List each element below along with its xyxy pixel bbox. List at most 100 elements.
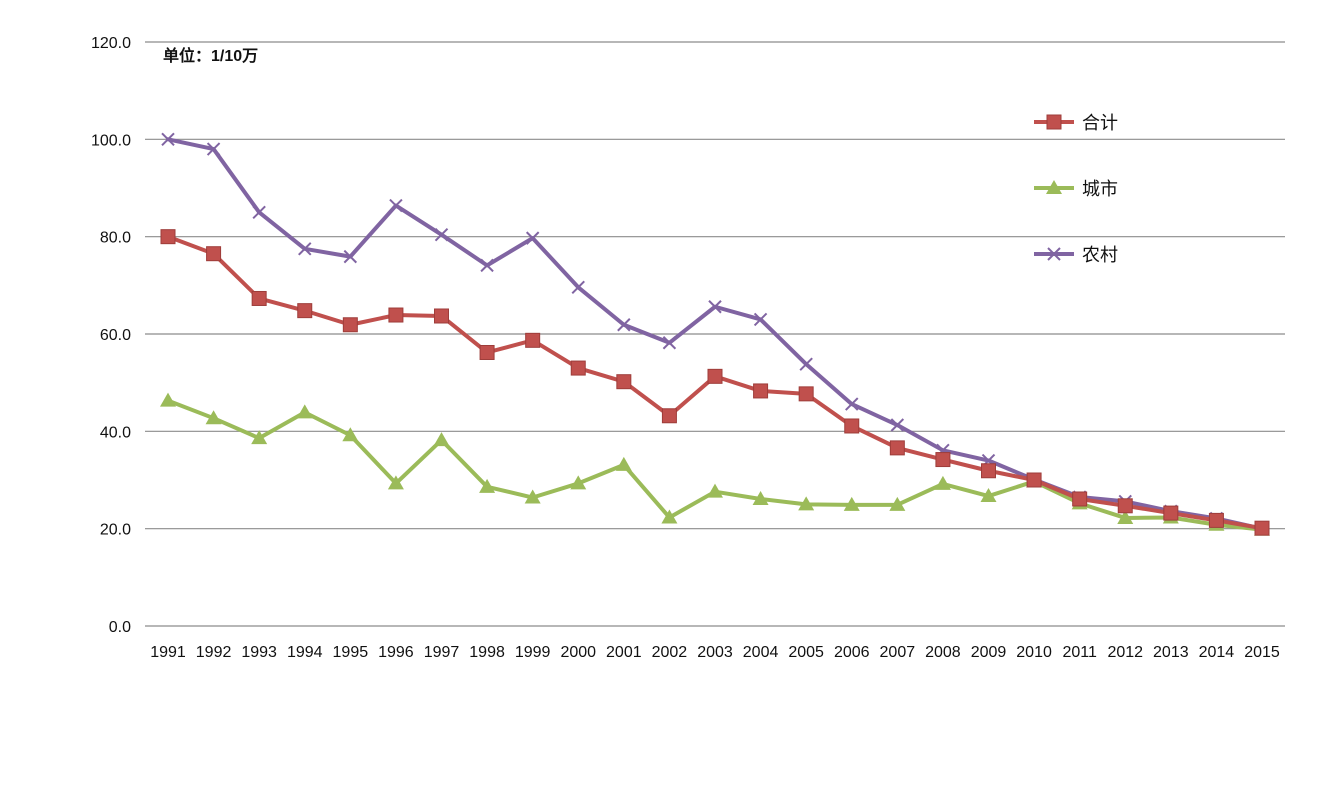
y-tick-label: 20.0 — [100, 522, 131, 539]
x-tick-label: 2002 — [652, 644, 688, 661]
data-point — [251, 430, 268, 445]
data-point — [661, 408, 677, 424]
data-point — [981, 463, 996, 479]
data-point — [934, 475, 951, 490]
series-2 — [160, 392, 1270, 536]
x-tick-label: 2009 — [971, 644, 1007, 661]
data-point — [662, 336, 677, 350]
data-point — [661, 509, 678, 524]
data-point — [889, 440, 905, 456]
x-tick-label: 1995 — [333, 644, 369, 661]
data-point — [480, 258, 494, 273]
x-tick-label: 2011 — [1062, 644, 1097, 661]
data-point — [707, 483, 723, 498]
data-point — [206, 142, 221, 156]
series-layer — [160, 132, 1270, 536]
data-point — [1163, 505, 1179, 521]
legend-item: 农村 — [1034, 245, 1118, 265]
y-tick-label: 40.0 — [100, 424, 131, 441]
data-point — [524, 489, 541, 504]
legend-marker — [1046, 180, 1062, 194]
data-point — [1208, 512, 1224, 528]
legend-label: 农村 — [1082, 245, 1118, 265]
data-point — [434, 308, 449, 324]
x-tick-label: 2001 — [606, 644, 642, 661]
legend-label: 城市 — [1082, 179, 1118, 199]
data-point — [980, 488, 997, 503]
data-point — [571, 280, 585, 294]
x-tick-label: 1997 — [424, 644, 460, 661]
unit-label: 单位：1/10万 — [163, 46, 258, 65]
data-point — [617, 318, 631, 332]
x-tick-label: 1992 — [196, 644, 232, 661]
y-tick-label: 60.0 — [100, 327, 131, 344]
data-point — [389, 198, 403, 213]
data-point — [298, 242, 312, 256]
x-axis-ticks: 1991 1992 1993 1994 1995 1996 1997 1998 1999 2000… — [150, 644, 1280, 661]
x-tick-label: 2006 — [834, 644, 870, 661]
y-tick-label: 80.0 — [100, 230, 131, 247]
x-tick-label: 2003 — [697, 644, 733, 661]
data-point — [845, 397, 859, 411]
data-point — [798, 496, 815, 511]
data-point — [889, 496, 906, 511]
data-point — [798, 386, 814, 402]
x-tick-label: 1998 — [469, 644, 505, 661]
y-axis-ticks: 0.0 20.0 40.0 60.0 80.0 100.0 120.0 — [91, 35, 131, 636]
data-point — [753, 312, 768, 327]
data-point — [434, 228, 449, 242]
data-point — [708, 300, 722, 314]
data-point — [433, 432, 450, 447]
data-point — [615, 456, 632, 471]
data-point — [252, 205, 266, 220]
data-point — [479, 478, 496, 493]
gridlines — [145, 41, 1285, 627]
legend-item: 合计 — [1034, 113, 1118, 133]
x-tick-label: 2005 — [788, 644, 824, 661]
data-point — [297, 303, 313, 319]
x-tick-label: 2014 — [1199, 644, 1235, 661]
data-point — [752, 490, 769, 505]
data-point — [1026, 472, 1042, 488]
x-tick-label: 1991 — [150, 644, 186, 661]
x-tick-label: 1999 — [515, 644, 551, 661]
data-point — [205, 410, 222, 425]
x-tick-label: 2010 — [1016, 644, 1052, 661]
data-point — [1117, 509, 1134, 524]
data-point — [206, 246, 222, 262]
data-point — [616, 374, 632, 390]
legend-marker — [1046, 114, 1062, 130]
x-tick-label: 2004 — [743, 644, 779, 661]
data-point — [707, 368, 723, 384]
legend-marker — [1047, 247, 1061, 261]
data-point — [525, 231, 540, 245]
data-point — [753, 383, 769, 399]
data-point — [1072, 491, 1088, 507]
data-point — [570, 475, 587, 490]
data-point — [799, 357, 813, 371]
y-tick-label: 120.0 — [91, 35, 131, 52]
x-tick-label: 2000 — [560, 644, 596, 661]
data-point — [1254, 520, 1270, 536]
series-1 — [160, 229, 1270, 536]
data-point — [342, 317, 358, 333]
data-point — [843, 496, 860, 511]
data-point — [343, 249, 358, 264]
y-tick-label: 100.0 — [91, 132, 131, 149]
x-tick-label: 2015 — [1244, 644, 1280, 661]
data-point — [479, 344, 495, 360]
data-point — [890, 418, 905, 432]
x-tick-label: 1994 — [287, 644, 323, 661]
x-tick-label: 1993 — [241, 644, 277, 661]
x-tick-label: 2012 — [1107, 644, 1143, 661]
x-tick-label: 1996 — [378, 644, 414, 661]
data-point — [570, 360, 586, 376]
data-point — [160, 229, 176, 245]
data-point — [525, 332, 541, 348]
data-point — [935, 452, 951, 468]
data-point — [251, 290, 267, 306]
x-tick-label: 2008 — [925, 644, 961, 661]
x-tick-label: 2013 — [1153, 644, 1189, 661]
y-tick-label: 0.0 — [109, 619, 131, 636]
